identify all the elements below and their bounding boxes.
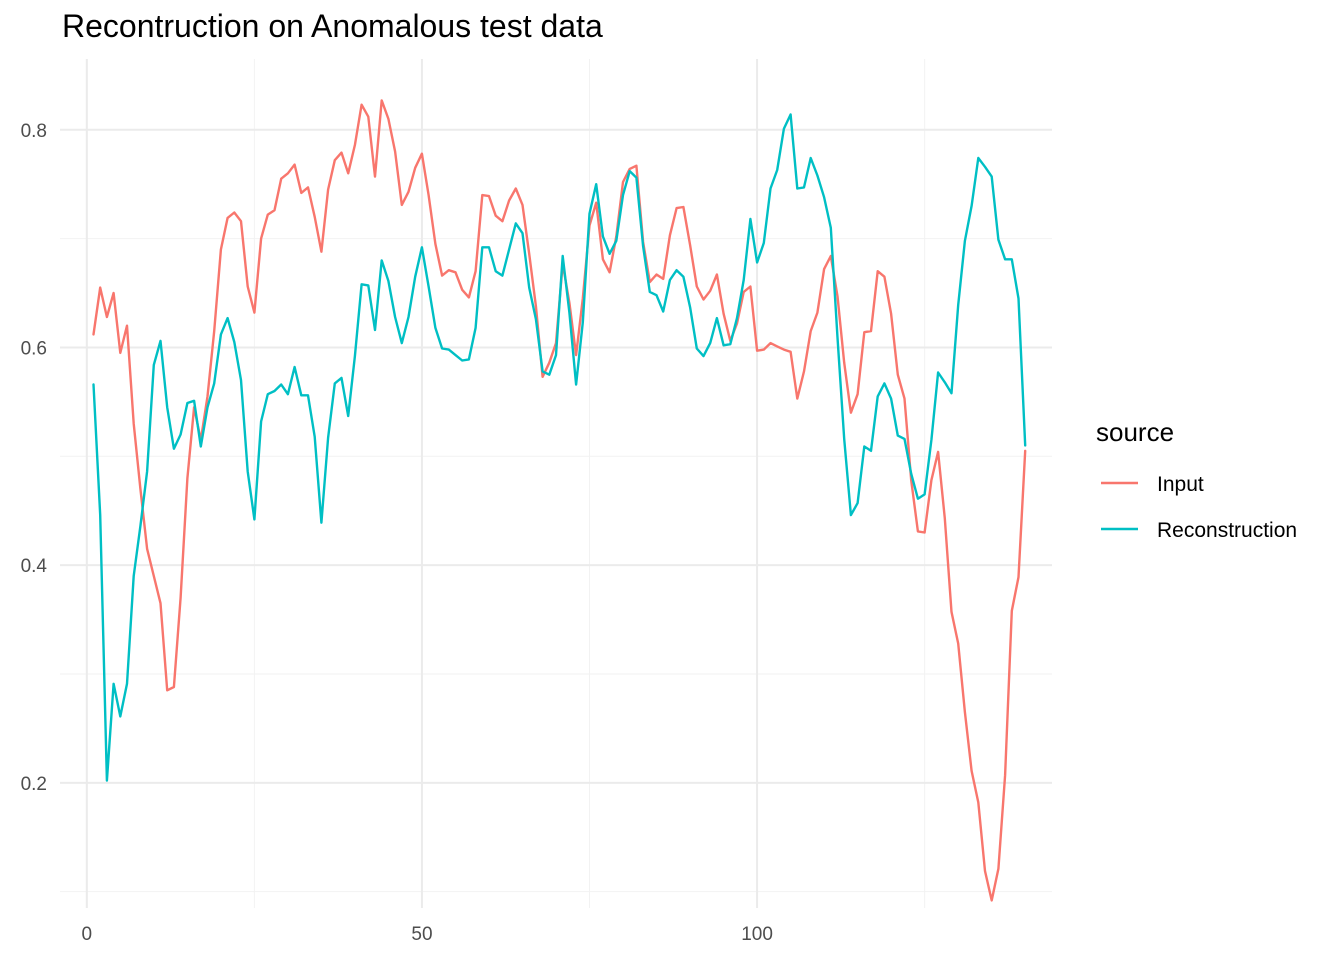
x-axis-tick-labels: 0 50 100 (82, 924, 773, 945)
legend-label-reconstruction: Reconstruction (1157, 519, 1297, 542)
y-tick-label: 0.8 (21, 121, 47, 142)
x-tick-label: 100 (741, 924, 773, 945)
x-tick-label: 0 (82, 924, 93, 945)
y-tick-label: 0.2 (21, 774, 47, 795)
y-axis-tick-labels: 0.2 0.4 0.6 0.8 (21, 121, 48, 795)
series-lines (92, 99, 1027, 902)
chart-title: Recontruction on Anomalous test data (62, 8, 603, 44)
legend-items: Input Reconstruction (1101, 473, 1297, 542)
x-tick-label: 50 (411, 924, 432, 945)
minor-gridlines (60, 59, 1052, 908)
y-tick-label: 0.4 (21, 556, 48, 577)
legend: source Input Reconstruction (1096, 417, 1297, 542)
legend-label-input: Input (1157, 473, 1204, 496)
y-tick-label: 0.6 (21, 338, 47, 359)
series-line-input (92, 99, 1027, 902)
legend-title: source (1096, 417, 1174, 447)
series-line-reconstruction (92, 113, 1027, 782)
major-gridlines (60, 59, 1052, 908)
